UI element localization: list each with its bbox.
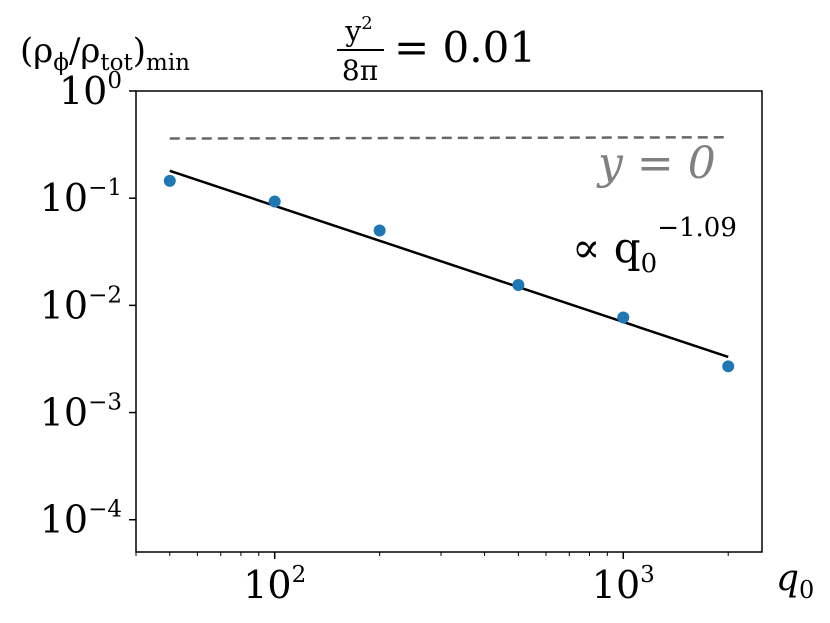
y-tick-label-3: 10−3	[40, 390, 122, 435]
svg-text:y2: y2	[344, 13, 372, 48]
data-point-3	[512, 278, 525, 291]
x-tick-label-1: 103	[592, 562, 655, 607]
y-axis-label: (ρϕ/ρtot)min	[20, 31, 190, 76]
y-tick-label-4: 10−4	[40, 497, 122, 542]
y-tick-label-1: 10−1	[40, 175, 122, 220]
data-point-2	[373, 224, 386, 237]
data-point-5	[722, 360, 735, 373]
plot-frame	[135, 90, 763, 553]
data-point-1	[268, 195, 281, 208]
axis-ticks: 102 103 100 10−1 10−2 10−3 10−4	[40, 68, 729, 607]
data-point-0	[163, 174, 176, 187]
x-axis-label: q0	[776, 558, 814, 604]
x-tick-label-0: 102	[243, 562, 306, 607]
data-point-4	[617, 311, 630, 324]
fit-line-label: ∝ q0−1.09	[572, 213, 737, 279]
chart-title: y2 8π = 0.01	[337, 13, 536, 87]
plot-marks	[163, 136, 735, 373]
y-tick-label-0: 100	[59, 68, 122, 113]
fit-line	[169, 169, 729, 359]
reference-line	[169, 136, 729, 140]
svg-text:= 0.01: = 0.01	[394, 23, 536, 72]
y-tick-label-2: 10−2	[40, 282, 122, 327]
svg-text:8π: 8π	[342, 54, 378, 87]
reference-line-label: y = 0	[596, 138, 716, 189]
